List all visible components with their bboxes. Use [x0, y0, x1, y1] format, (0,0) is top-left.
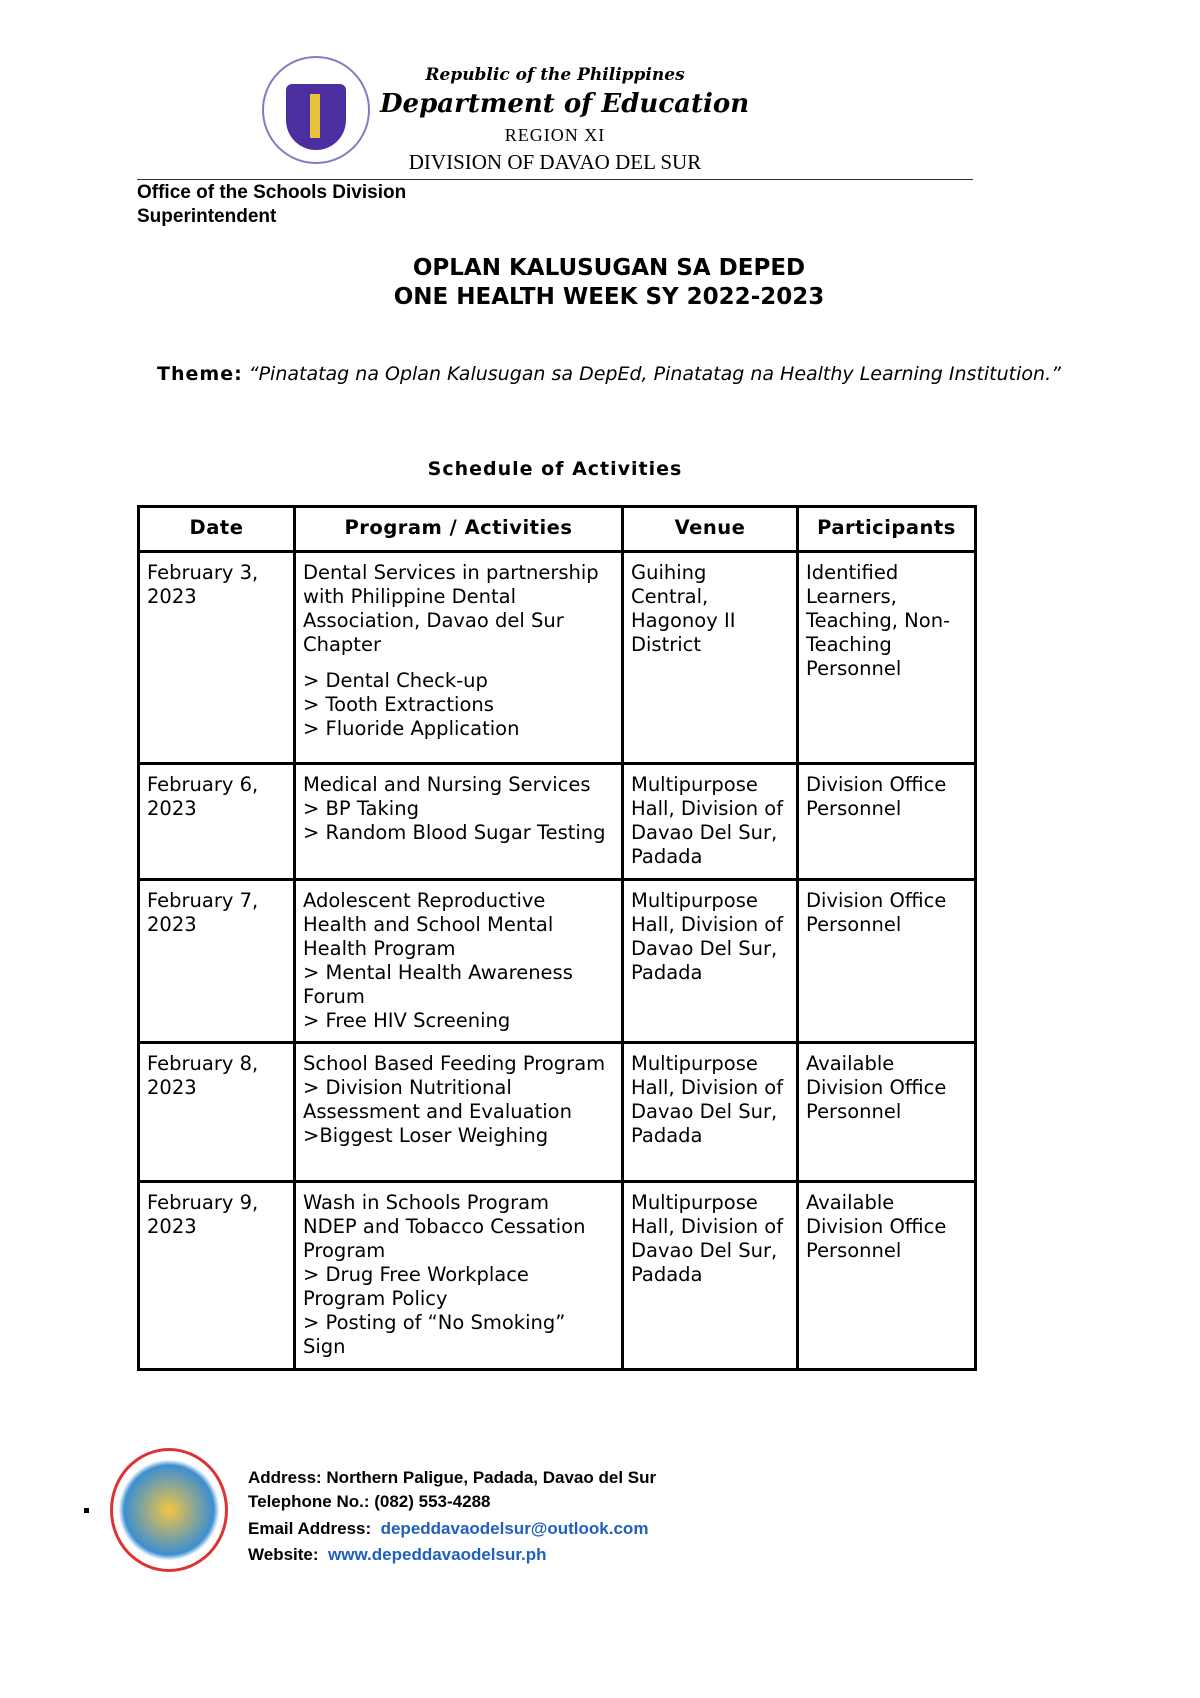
participants-cell: Identified Learners, Teaching, Non-Teach… [796, 550, 977, 765]
program-line: > Tooth Extractions [303, 693, 494, 716]
participants-cell: Division Office Personnel [796, 878, 977, 1044]
footer-address: Address: Northern Paligue, Padada, Davao… [248, 1468, 657, 1487]
program-line: >Biggest Loser Weighing [303, 1124, 549, 1147]
table-row: February 9, 2023 Wash in Schools Program N… [137, 1180, 977, 1371]
email-link[interactable]: depeddavaodelsur@outlook.com [380, 1519, 649, 1538]
program-cell: Dental Services in partnership with Phil… [293, 550, 624, 765]
column-header-participants: Participants [796, 505, 977, 553]
republic-heading: Republic of the Philippines [425, 65, 685, 85]
column-header-date: Date [137, 505, 296, 553]
venue-cell: Multipurpose Hall, Division of Davao Del… [621, 878, 799, 1044]
program-line: > Dental Check-up [303, 669, 488, 692]
date-cell: February 7, 2023 [137, 878, 296, 1044]
venue-cell: Multipurpose Hall, Division of Davao Del… [621, 762, 799, 881]
program-line: > Mental Health Awareness Forum [303, 961, 580, 1008]
division-heading: DIVISION OF DAVAO DEL SUR [408, 150, 702, 174]
participants-cell: Available Division Office Personnel [796, 1180, 977, 1371]
venue-cell: Multipurpose Hall, Division of Davao Del… [621, 1041, 799, 1183]
program-line [303, 657, 614, 669]
table-row: February 6, 2023 Medical and Nursing Serv… [137, 762, 977, 881]
date-cell: February 8, 2023 [137, 1041, 296, 1183]
program-line: NDEP and Tobacco Cessation Program [303, 1215, 592, 1262]
bullet-dot [84, 1508, 89, 1513]
footer-website: Website: www.depeddavaodelsur.ph [248, 1544, 547, 1565]
theme: Theme: “Pinatatag na Oplan Kalusugan sa … [137, 362, 1081, 386]
table-row: February 7, 2023 Adolescent Reproductive … [137, 878, 977, 1044]
division-seal-logo [110, 1448, 228, 1572]
theme-label: Theme: [157, 363, 243, 385]
department-heading: Department of Education [380, 89, 750, 119]
footer-telephone: Telephone No.: (082) 553-4288 [248, 1492, 491, 1511]
schedule-title: Schedule of Activities [427, 458, 683, 480]
program-line: > Drug Free Workplace Program Policy [303, 1263, 536, 1310]
region-heading: REGION XI [504, 125, 606, 145]
program-cell: Medical and Nursing Services > BP Taking >… [293, 762, 624, 881]
office-name: Office of the Schools Division Superinte… [137, 182, 407, 227]
program-line: Adolescent Reproductive Health and Schoo… [303, 889, 560, 960]
footer: Address: Northern Paligue, Padada, Davao… [0, 1448, 1200, 1573]
table-header-row: Date Program / Activities Venue Particip… [137, 505, 977, 553]
program-cell: Adolescent Reproductive Health and Schoo… [293, 878, 624, 1044]
venue-cell: Guihing Central, Hagonoy II District [621, 550, 799, 765]
program-line: School Based Feeding Program [303, 1052, 606, 1075]
document-title: OPLAN KALUSUGAN SA DEPED [412, 255, 806, 281]
venue-cell: Multipurpose Hall, Division of Davao Del… [621, 1180, 799, 1371]
program-line: > Division Nutritional Assessment and Ev… [303, 1076, 572, 1123]
program-line: Dental Services in partnership with Phil… [303, 561, 605, 656]
deped-seal-logo [262, 56, 370, 164]
column-header-program: Program / Activities [293, 505, 624, 553]
participants-cell: Available Division Office Personnel [796, 1041, 977, 1183]
participants-cell: Division Office Personnel [796, 762, 977, 881]
date-cell: February 3, 2023 [137, 550, 296, 765]
program-line: > Random Blood Sugar Testing [303, 821, 606, 844]
date-cell: February 6, 2023 [137, 762, 296, 881]
schedule-table: Date Program / Activities Venue Particip… [137, 505, 977, 1371]
theme-text: “Pinatatag na Oplan Kalusugan sa DepEd, … [248, 363, 1061, 385]
program-line: > Fluoride Application [303, 717, 520, 740]
program-cell: Wash in Schools Program NDEP and Tobacco … [293, 1180, 624, 1371]
program-line: > Posting of “No Smoking” Sign [303, 1311, 572, 1358]
program-cell: School Based Feeding Program > Division N… [293, 1041, 624, 1183]
program-line: Wash in Schools Program [303, 1191, 550, 1214]
program-line: > Free HIV Screening [303, 1009, 511, 1032]
email-label: Email Address: [248, 1519, 372, 1538]
table-row: February 3, 2023 Dental Services in partn… [137, 550, 977, 765]
column-header-venue: Venue [621, 505, 799, 553]
program-line: Medical and Nursing Services [303, 773, 591, 796]
table-row: February 8, 2023 School Based Feeding Pro… [137, 1041, 977, 1183]
footer-email: Email Address: depeddavaodelsur@outlook.… [248, 1518, 648, 1539]
website-link[interactable]: www.depeddavaodelsur.ph [328, 1545, 547, 1564]
header-divider [137, 179, 973, 180]
date-cell: February 9, 2023 [137, 1180, 296, 1371]
website-label: Website: [248, 1545, 319, 1564]
document-subtitle: ONE HEALTH WEEK SY 2022-2023 [393, 284, 825, 310]
program-line: > BP Taking [303, 797, 419, 820]
